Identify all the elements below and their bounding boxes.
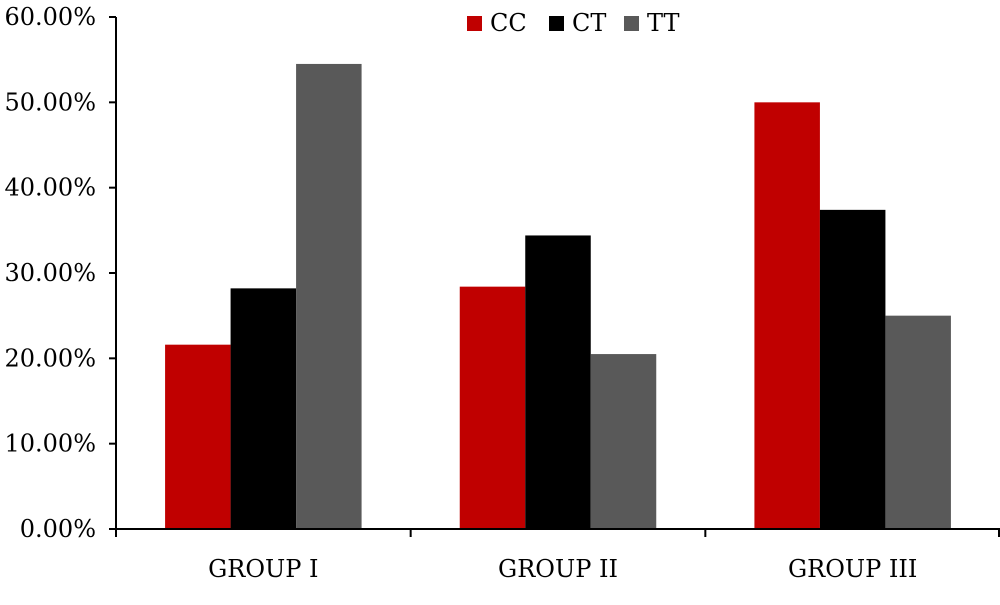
- bar-tt-1: [296, 63, 362, 529]
- x-tick-label: GROUP III: [788, 555, 917, 583]
- y-axis-ticks: 0.00% 10.00% 20.00% 30.00% 40.00% 50.00% 60.00…: [4, 3, 116, 543]
- legend-label-cc: CC: [490, 9, 527, 37]
- y-tick-label: 0.00%: [20, 515, 96, 543]
- legend-swatch-ct: [549, 16, 564, 31]
- bar-ct-2: [525, 235, 591, 529]
- y-tick-label: 20.00%: [4, 344, 96, 372]
- legend-swatch-cc: [467, 16, 482, 31]
- x-tick-label: GROUP II: [498, 555, 618, 583]
- bar-cc-3: [754, 102, 820, 529]
- y-tick-label: 60.00%: [4, 3, 96, 31]
- x-tick-label: GROUP I: [208, 555, 318, 583]
- y-tick-label: 40.00%: [4, 174, 96, 202]
- y-tick-label: 10.00%: [4, 430, 96, 458]
- bars-layer: [165, 63, 951, 529]
- bar-tt-3: [885, 315, 951, 529]
- x-axis-ticks: GROUP I GROUP II GROUP III: [115, 529, 1000, 583]
- legend-swatch-tt: [624, 16, 639, 31]
- legend-label-ct: CT: [572, 9, 606, 37]
- bar-cc-2: [459, 286, 526, 529]
- legend: CC CT TT: [467, 9, 679, 37]
- bar-ct-1: [230, 288, 297, 529]
- bar-ct-3: [819, 209, 886, 529]
- y-tick-label: 30.00%: [4, 259, 96, 287]
- legend-label-tt: TT: [647, 9, 679, 37]
- bar-tt-2: [590, 354, 657, 529]
- y-tick-label: 50.00%: [4, 88, 96, 116]
- bar-cc-1: [165, 344, 231, 529]
